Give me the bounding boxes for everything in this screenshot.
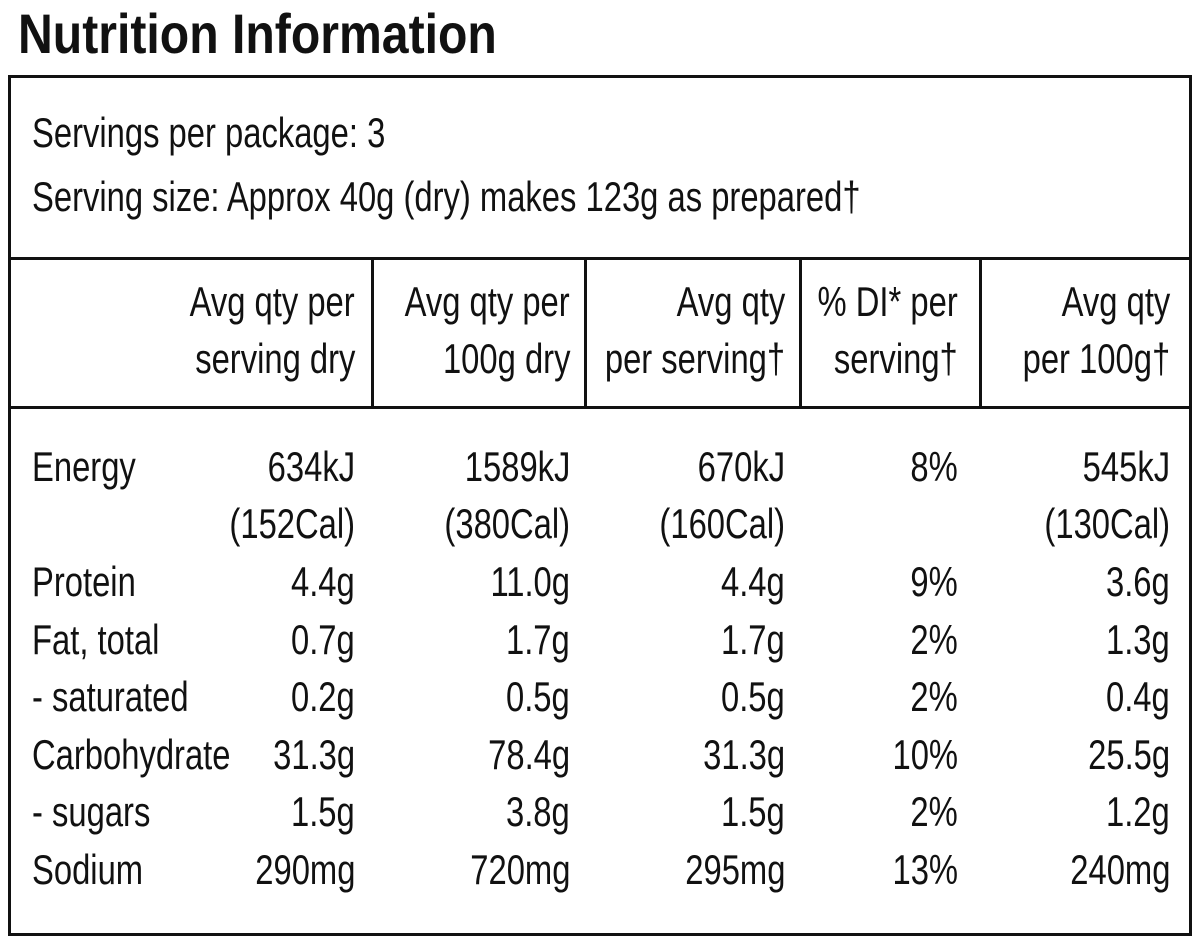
cell-value: 0.7g	[291, 615, 355, 663]
cell-value: 1589kJ	[464, 443, 570, 490]
cell-value: 4.4g	[291, 558, 355, 605]
cell-value: 2%	[910, 615, 958, 663]
column-header: Avg qty	[676, 278, 785, 325]
serving-size: Serving size: Approx 40g (dry) makes 123…	[32, 173, 861, 220]
cell-value: 290mg	[254, 845, 355, 893]
column-header: Avg qty per	[189, 278, 355, 325]
cell-value: 295mg	[684, 845, 785, 893]
cell-value: 720mg	[469, 845, 570, 893]
cell-value: 31.3g	[703, 730, 785, 778]
cell-value: 31.3g	[273, 730, 355, 778]
cell-value: 2%	[910, 673, 958, 720]
column-header: Avg qty	[1061, 278, 1170, 325]
cell-value: 0.5g	[721, 673, 785, 720]
cell-value: 1.5g	[721, 788, 785, 835]
row-label: Sodium	[32, 845, 144, 893]
table-border	[8, 75, 1192, 936]
row-label: Protein	[32, 558, 136, 605]
column-header: % DI* per	[817, 278, 958, 325]
cell-value: 1.3g	[1106, 615, 1170, 663]
cell-value: 3.8g	[506, 788, 570, 835]
cell-value: 78.4g	[488, 730, 570, 778]
cell-value: 634kJ	[267, 443, 355, 490]
column-header: Avg qty per	[404, 278, 570, 325]
row-label: - sugars	[32, 788, 151, 835]
cell-value: (380Cal)	[444, 500, 570, 547]
cell-value: 545kJ	[1082, 443, 1170, 490]
column-header: serving†	[834, 335, 958, 382]
column-divider	[584, 260, 587, 408]
cell-value: 0.4g	[1106, 673, 1170, 720]
divider	[8, 406, 1192, 409]
divider	[8, 257, 1192, 260]
cell-value: 8%	[910, 443, 958, 490]
row-label: - saturated	[32, 673, 189, 720]
cell-value: (130Cal)	[1044, 500, 1170, 547]
column-divider	[799, 260, 802, 408]
column-header: 100g dry	[442, 335, 570, 382]
row-label: Energy	[32, 443, 136, 490]
cell-value: 10%	[892, 730, 958, 778]
cell-value: (152Cal)	[229, 500, 355, 547]
servings-per-package: Servings per package: 3	[32, 109, 386, 156]
cell-value: 3.6g	[1106, 558, 1170, 605]
cell-value: 1.7g	[721, 615, 785, 663]
cell-value: 1.7g	[506, 615, 570, 663]
row-label: Carbohydrate	[32, 730, 231, 778]
cell-value: 0.2g	[291, 673, 355, 720]
column-header: serving dry	[194, 335, 355, 382]
cell-value: (160Cal)	[659, 500, 785, 547]
cell-value: 0.5g	[506, 673, 570, 720]
column-header: per serving†	[604, 335, 785, 382]
cell-value: 670kJ	[697, 443, 785, 490]
row-label: Fat, total	[32, 615, 160, 663]
cell-value: 25.5g	[1088, 730, 1170, 778]
cell-value: 9%	[910, 558, 958, 605]
cell-value: 4.4g	[721, 558, 785, 605]
cell-value: 1.5g	[291, 788, 355, 835]
column-divider	[979, 260, 982, 408]
cell-value: 2%	[910, 788, 958, 835]
title: Nutrition Information	[18, 2, 497, 65]
cell-value: 1.2g	[1106, 788, 1170, 835]
cell-value: 13%	[892, 845, 958, 893]
column-header: per 100g†	[1022, 335, 1170, 382]
column-divider	[371, 260, 374, 408]
cell-value: 11.0g	[490, 558, 570, 605]
cell-value: 240mg	[1069, 845, 1170, 893]
